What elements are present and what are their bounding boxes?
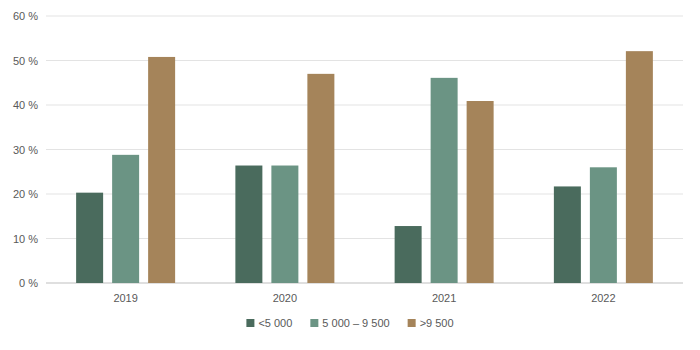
bar [148,57,175,283]
bar [112,155,139,283]
y-tick-label: 30 % [13,144,38,156]
bar [307,74,334,283]
y-tick-label: 0 % [19,277,38,289]
x-axis-line [46,283,683,284]
y-tick-label: 50 % [13,55,38,67]
legend-label: 5 000 – 9 500 [322,317,389,329]
x-tick-label: 2020 [273,292,297,304]
bar [395,226,422,283]
bar [467,101,494,283]
bar [590,167,617,283]
x-tick-label: 2019 [113,292,137,304]
legend-swatch [246,319,254,327]
grid-line [46,238,683,239]
legend: <5 000 5 000 – 9 500 >9 500 [246,317,453,329]
bar [554,186,581,283]
x-tick-label: 2022 [591,292,615,304]
legend-label: <5 000 [258,317,292,329]
y-tick-label: 60 % [13,10,38,22]
chart: 0 % 10 % 20 % 30 % 40 % 50 % 60 % 2019 2020 2021 2… [0,0,700,350]
bar [235,166,262,283]
grid-line [46,16,683,17]
grid-line [46,149,683,150]
bar [271,166,298,283]
bar [76,193,103,283]
bar [626,51,653,283]
legend-label: >9 500 [420,317,454,329]
bars [76,51,653,283]
bar [431,78,458,283]
x-tick-label: 2021 [432,292,456,304]
y-tick-label: 20 % [13,188,38,200]
grid-line [46,60,683,61]
legend-swatch [310,319,318,327]
y-tick-label: 10 % [13,233,38,245]
y-tick-label: 40 % [13,99,38,111]
grid-line [46,105,683,106]
legend-swatch [408,319,416,327]
grid [46,16,683,283]
grid-line [46,194,683,195]
